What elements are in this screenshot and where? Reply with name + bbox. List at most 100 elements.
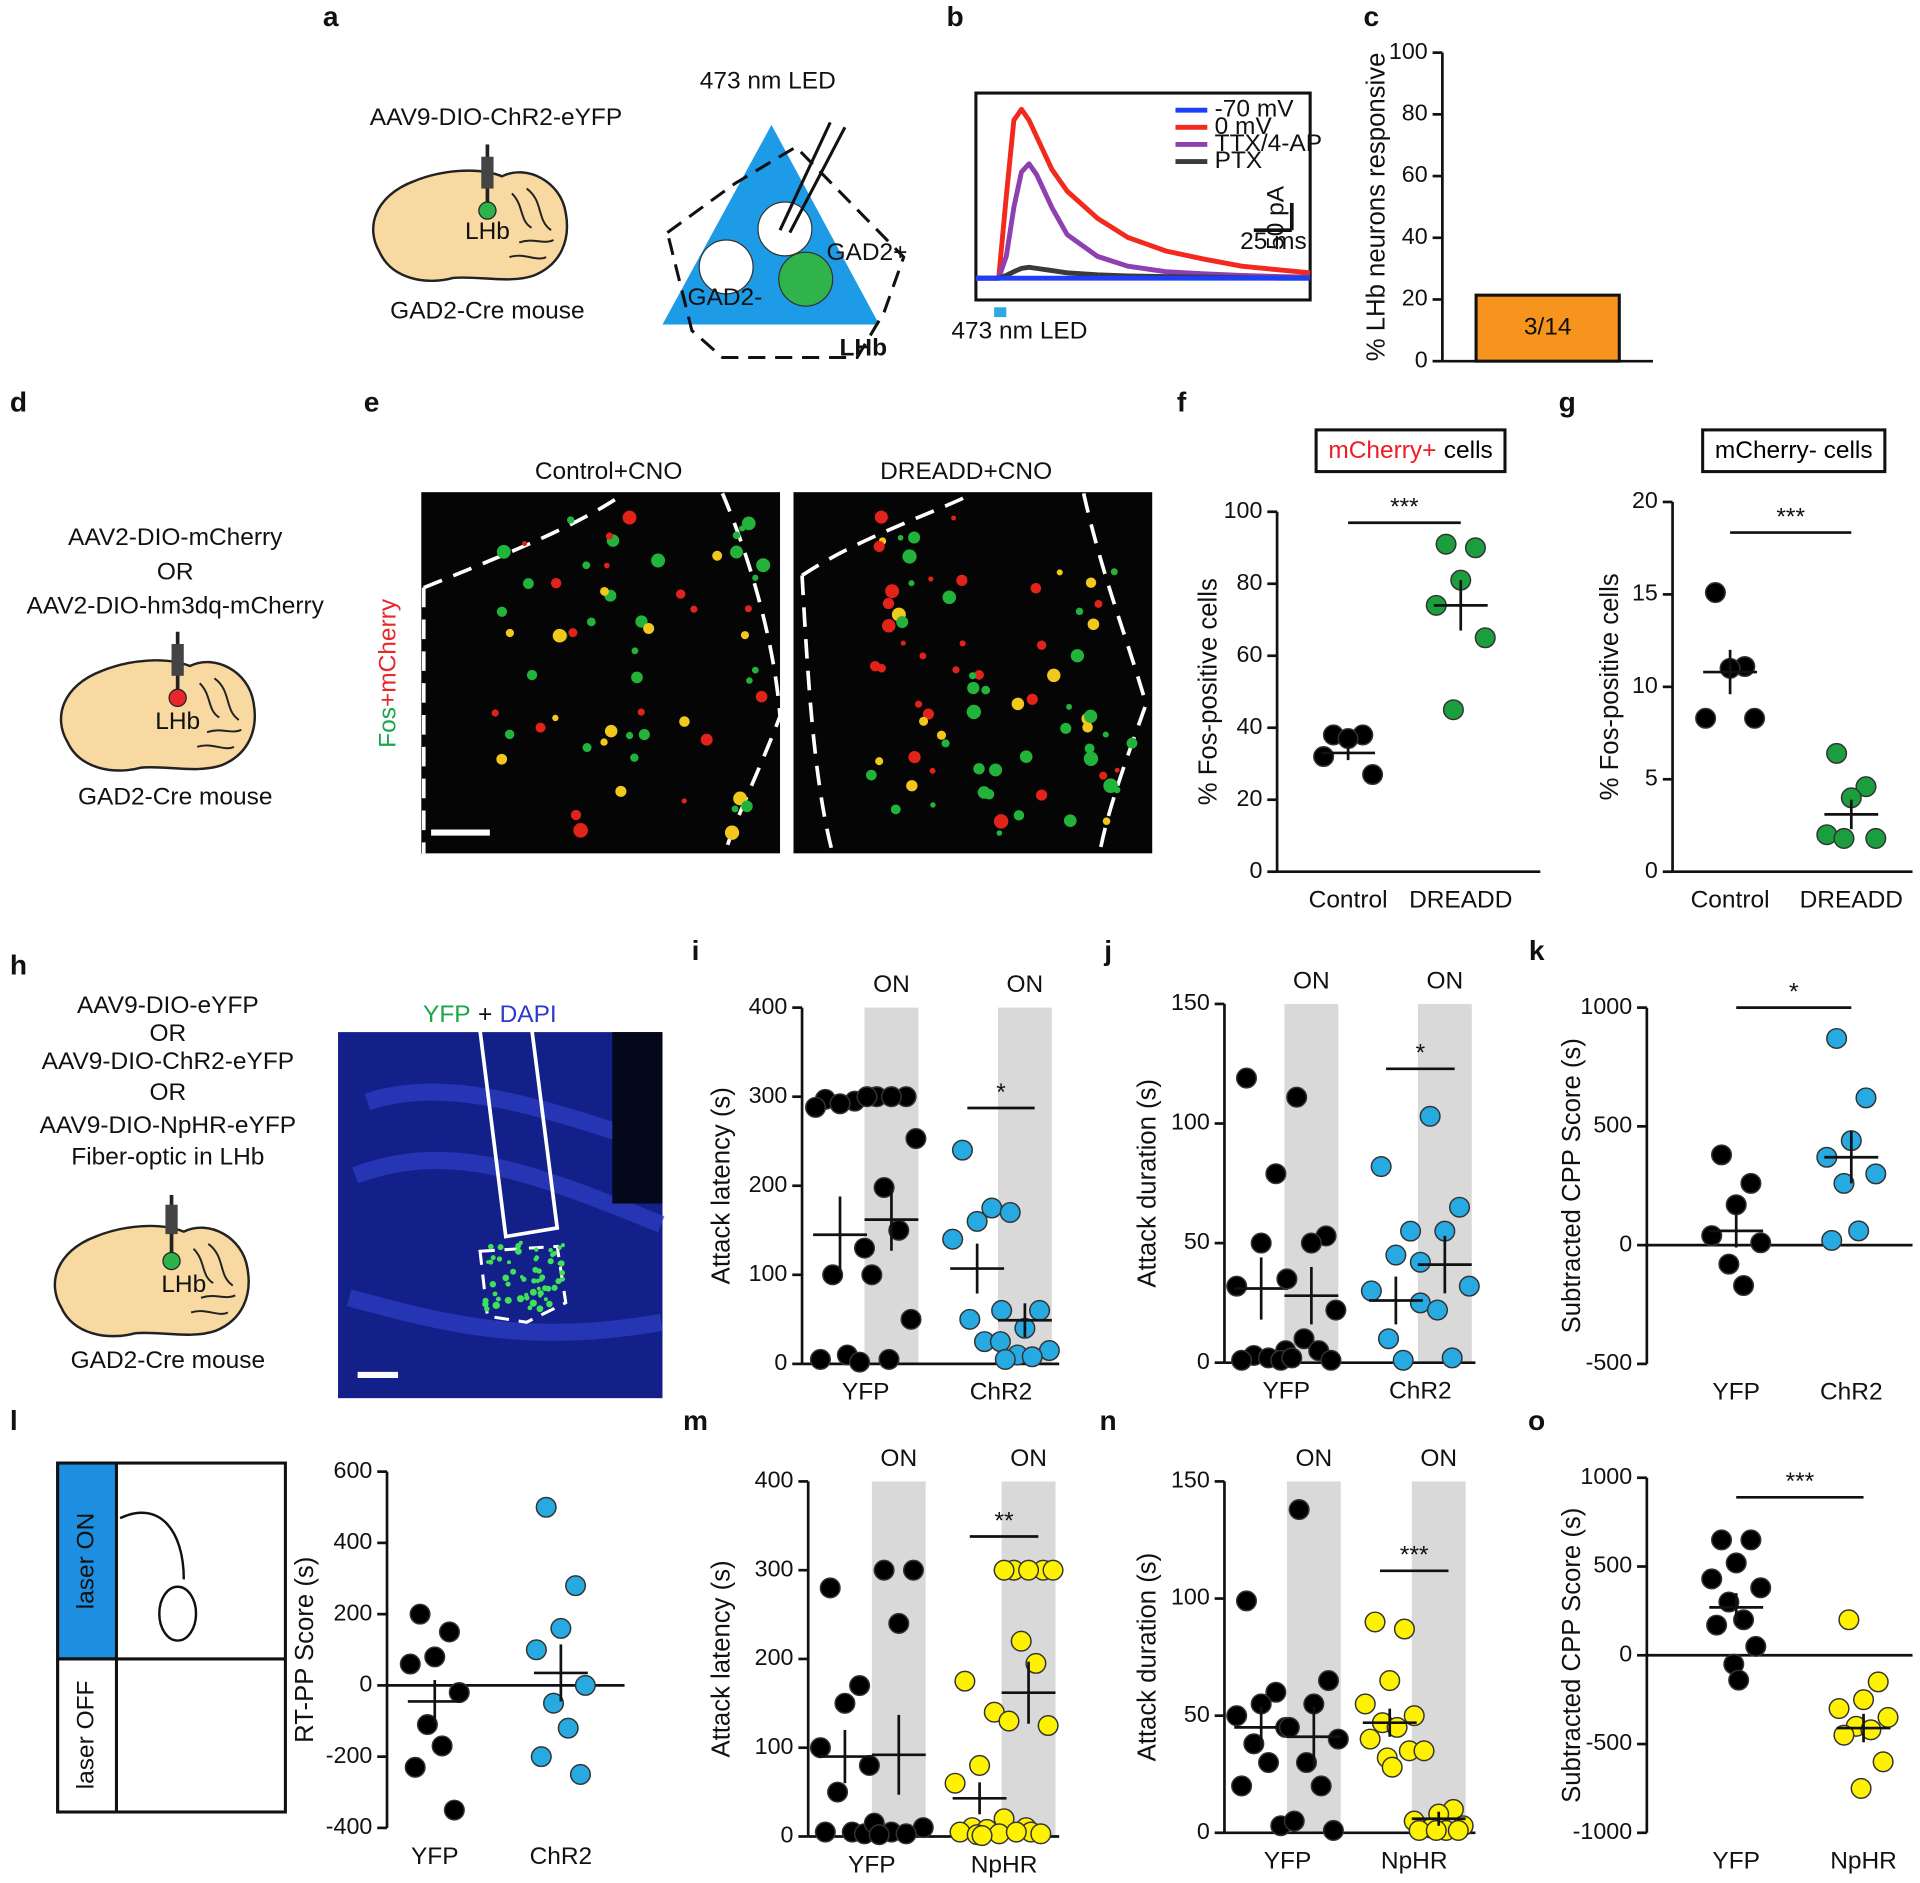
data-point — [1853, 1689, 1875, 1711]
cell-dot — [929, 767, 936, 774]
y-tick-label: 10 — [1632, 672, 1658, 698]
data-point — [1409, 1251, 1431, 1273]
y-tick-label: -400 — [326, 1813, 373, 1839]
condition-label: ON — [1295, 1445, 1332, 1472]
cell-dot — [600, 738, 608, 746]
cell-dot — [875, 757, 884, 766]
cell-dot — [600, 586, 609, 596]
data-point — [999, 1201, 1021, 1224]
y-tick-label: 0 — [1619, 1640, 1632, 1666]
data-point — [1740, 1172, 1762, 1194]
data-point — [1337, 728, 1359, 750]
data-point — [827, 1781, 849, 1803]
cell-dot — [1026, 693, 1038, 705]
scale-bar-label: 25 ms — [1240, 228, 1307, 255]
mouse-label: GAD2-Cre mouse — [78, 784, 272, 811]
pipette — [788, 126, 847, 234]
y-tick-label: 1000 — [1580, 993, 1632, 1019]
stain: + — [478, 1002, 492, 1029]
data-point — [1850, 1777, 1872, 1799]
cell-dot — [496, 544, 511, 559]
cell-dot — [1084, 743, 1095, 754]
x-tick-label: YFP — [411, 1843, 459, 1870]
data-point — [1029, 1299, 1051, 1321]
yfp-dot — [484, 1306, 490, 1312]
data-point — [1235, 1590, 1258, 1612]
data-point — [1385, 1244, 1407, 1266]
data-point — [443, 1799, 465, 1821]
virus-label: AAV9-DIO-ChR2-eYFP — [42, 1048, 294, 1075]
y-tick-label: 40 — [1237, 713, 1263, 739]
cell-dot — [890, 804, 901, 815]
yfp-dot — [543, 1297, 548, 1302]
stain-label: YFP + DAPI — [423, 1002, 557, 1029]
data-point — [1359, 1728, 1381, 1750]
data-point — [1419, 1105, 1441, 1127]
panel-label: c — [1364, 1, 1380, 32]
x-tick-label: ChR2 — [1389, 1378, 1452, 1405]
cell-dot — [730, 545, 743, 559]
data-point — [1710, 1144, 1733, 1166]
legend-label: -70 mV — [1215, 96, 1295, 123]
legend-label: 0 mV — [1215, 113, 1273, 140]
cell-dot — [981, 685, 991, 695]
cell-dot — [1110, 568, 1118, 576]
data-point — [1740, 1529, 1762, 1551]
data-point — [1725, 1552, 1747, 1574]
cell-dot — [882, 597, 895, 610]
cell-dot — [741, 800, 753, 813]
panel-label: e — [364, 386, 380, 417]
data-point — [1313, 746, 1335, 768]
data-point — [1293, 1328, 1315, 1350]
y-tick-label: 100 — [1171, 1584, 1210, 1610]
panel-l-schematic: laser ON laser OFF — [56, 1461, 287, 1814]
ventricle — [612, 1032, 663, 1204]
cell-dot — [896, 616, 909, 629]
data-point — [849, 1675, 871, 1697]
data-point — [868, 1824, 890, 1846]
yfp-dot — [546, 1300, 553, 1308]
panel-e: e Control+CNO DREADD+CNO Fos+mCherry — [364, 386, 1153, 854]
cell-dot — [967, 681, 980, 695]
y-tick-label: 60 — [1402, 161, 1428, 187]
cell-dot — [603, 562, 610, 569]
data-point — [1744, 707, 1766, 729]
cell-dot — [522, 541, 528, 547]
data-point — [550, 1617, 572, 1639]
yfp-dot — [510, 1268, 517, 1275]
x-tick-label: ChR2 — [1820, 1379, 1883, 1406]
trace — [975, 161, 1311, 281]
y-axis-label: % LHb neurons responsive — [1362, 53, 1390, 362]
data-point — [1701, 1568, 1723, 1590]
data-point — [998, 1710, 1020, 1732]
data-point — [1838, 1609, 1860, 1631]
title-box — [1701, 428, 1887, 474]
region-outline — [421, 491, 782, 854]
panel-title: mCherry+ cells — [1328, 437, 1492, 464]
cell-dot — [586, 617, 596, 627]
data-point — [951, 1139, 973, 1161]
trace — [975, 106, 1311, 281]
data-point — [565, 1575, 587, 1597]
cell-dot — [1099, 771, 1108, 780]
y-tick-label: 200 — [334, 1599, 373, 1625]
cell-dot — [885, 584, 900, 599]
y-tick-label: 0 — [1197, 1818, 1210, 1844]
data-point — [1360, 1280, 1382, 1302]
data-point — [814, 1821, 836, 1843]
cell-dot — [552, 714, 559, 722]
yfp-dot — [542, 1285, 549, 1292]
cell-dot — [941, 739, 950, 748]
cell-dot — [1030, 582, 1042, 594]
cell-dot — [1085, 577, 1097, 588]
stim-shading — [1286, 1481, 1341, 1833]
cell-dot — [635, 615, 648, 628]
data-point — [1750, 1232, 1772, 1254]
data-point — [1257, 1751, 1280, 1774]
data-point — [1322, 1819, 1344, 1841]
yfp-dot — [539, 1274, 546, 1281]
yfp-dot — [492, 1301, 500, 1310]
y-tick-label: -500 — [1586, 1349, 1633, 1375]
condition-label: ON — [1293, 967, 1330, 994]
